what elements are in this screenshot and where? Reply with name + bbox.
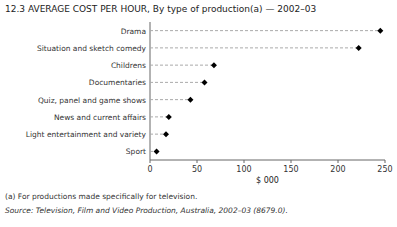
x-tick-label: 50 xyxy=(192,165,202,174)
footnote: (a) For productions made specifically fo… xyxy=(5,192,197,201)
dot-stem xyxy=(150,99,190,100)
x-axis-label: $ 000 xyxy=(256,176,279,185)
x-tick xyxy=(150,160,151,163)
dot xyxy=(211,62,217,68)
x-tick-label: 100 xyxy=(236,165,251,174)
dot-stem xyxy=(150,30,380,31)
x-tick-label: 0 xyxy=(147,165,152,174)
x-tick xyxy=(291,160,292,163)
y-tick-label: Sport xyxy=(126,147,146,156)
dot-stem xyxy=(150,82,205,83)
y-axis-line xyxy=(150,22,151,160)
x-axis-line xyxy=(150,160,385,161)
chart: 12.3 AVERAGE COST PER HOUR, By type of p… xyxy=(0,0,397,227)
x-tick-label: 150 xyxy=(283,165,298,174)
dot xyxy=(202,79,208,85)
x-tick xyxy=(244,160,245,163)
x-tick-label: 200 xyxy=(330,165,345,174)
dot xyxy=(154,148,160,154)
y-tick-label: Light entertainment and variety xyxy=(26,130,147,139)
y-tick-label: Situation and sketch comedy xyxy=(37,44,147,53)
footnote: Source: Television, Film and Video Produ… xyxy=(5,206,288,215)
x-tick xyxy=(385,160,386,163)
dot xyxy=(377,28,383,34)
title: 12.3 AVERAGE COST PER HOUR, By type of p… xyxy=(5,4,316,14)
x-tick xyxy=(338,160,339,163)
y-tick-label: Drama xyxy=(121,27,146,36)
marks xyxy=(150,28,383,155)
dot xyxy=(163,131,169,137)
x-tick xyxy=(197,160,198,163)
dot xyxy=(187,97,193,103)
y-tick-label: News and current affairs xyxy=(54,113,146,122)
y-tick-label: Childrens xyxy=(111,61,146,70)
dot-stem xyxy=(150,65,214,66)
dot xyxy=(166,114,172,120)
dot xyxy=(356,45,362,51)
y-tick-label: Documentaries xyxy=(89,78,146,87)
x-tick-label: 250 xyxy=(377,165,392,174)
dot-stem xyxy=(150,47,359,48)
y-tick-label: Quiz, panel and game shows xyxy=(38,96,146,105)
